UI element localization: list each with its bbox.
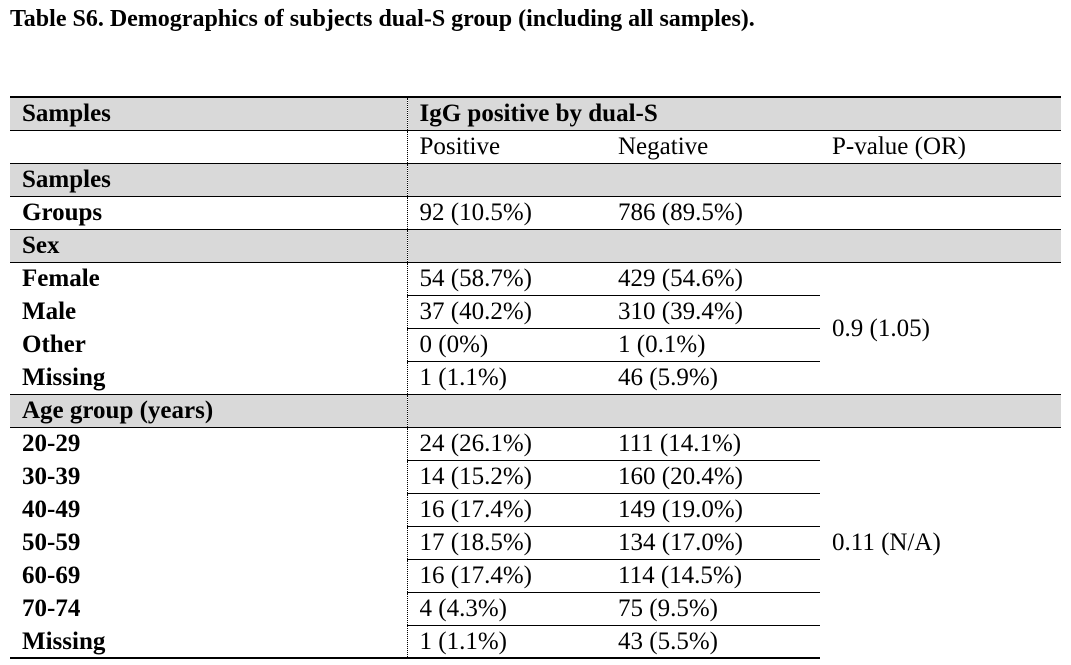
row-label: 20-29 — [10, 426, 408, 460]
row-label: Missing — [10, 625, 408, 659]
header-row-2: Positive Negative P-value (OR) — [10, 129, 1062, 163]
section-samples-title: Samples — [10, 162, 408, 196]
positive-cell: 17 (18.5%) — [407, 526, 606, 560]
positive-cell: 1 (1.1%) — [407, 625, 606, 659]
table-row: 70-74 4 (4.3%) 75 (9.5%) — [10, 592, 1061, 626]
negative-cell: 43 (5.5%) — [606, 625, 820, 659]
positive-cell: 37 (40.2%) — [407, 295, 606, 329]
table-row: 50-59 17 (18.5%) 134 (17.0%) — [10, 526, 1061, 560]
row-label: 70-74 — [10, 592, 408, 625]
section-samples: Samples — [10, 162, 1062, 196]
header-positive: Positive — [407, 129, 606, 163]
demographics-table: Samples IgG positive by dual-S Positive … — [10, 96, 1062, 659]
row-label: Missing — [10, 361, 408, 394]
positive-cell: 54 (58.7%) — [407, 261, 606, 296]
row-label: 60-69 — [10, 559, 408, 592]
table-row: 60-69 16 (17.4%) 114 (14.5%) — [10, 559, 1061, 593]
table-row: 20-29 24 (26.1%) 111 (14.1%) 0.11 (N/A) — [10, 426, 1062, 658]
table-row: 30-39 14 (15.2%) 160 (20.4%) — [10, 460, 1061, 494]
negative-cell: 75 (9.5%) — [606, 592, 820, 626]
section-sex: Sex — [10, 228, 1062, 262]
section-age-title: Age group (years) — [10, 393, 408, 427]
positive-cell: 4 (4.3%) — [407, 592, 606, 626]
positive-cell: 24 (26.1%) — [407, 426, 606, 461]
negative-cell: 160 (20.4%) — [606, 460, 820, 494]
table-row: Female 54 (58.7%) 429 (54.6%) 0.9 (1.05) — [10, 261, 1062, 394]
section-sex-title: Sex — [10, 228, 408, 262]
negative-cell: 429 (54.6%) — [606, 261, 820, 296]
table-row: Male 37 (40.2%) 310 (39.4%) — [10, 295, 1061, 329]
negative-cell: 46 (5.9%) — [618, 364, 718, 391]
header-samples: Samples — [10, 96, 408, 130]
negative-cell: 1 (0.1%) — [606, 328, 820, 362]
pvalue-cell — [820, 195, 1062, 229]
section-fill — [407, 393, 1062, 427]
row-label: 30-39 — [10, 460, 408, 493]
row-label: Female — [10, 261, 408, 295]
table-row: Other 0 (0%) 1 (0.1%) — [10, 328, 1061, 362]
row-label: Groups — [10, 195, 408, 229]
positive-cell: 1 (1.1%) — [419, 364, 507, 391]
header-negative: Negative — [606, 129, 820, 163]
header-igg-group: IgG positive by dual-S — [407, 96, 1062, 130]
table-row: Missing 1 (1.1%) 43 (5.5%) — [10, 625, 1061, 659]
table-row: 40-49 16 (17.4%) 149 (19.0%) — [10, 493, 1061, 527]
positive-cell: 14 (15.2%) — [407, 460, 606, 494]
positive-cell: 0 (0%) — [407, 328, 606, 362]
header-pvalue: P-value (OR) — [820, 129, 1062, 163]
age-pvalue-cell: 0.11 (N/A) — [820, 426, 1062, 658]
row-label: 40-49 — [10, 493, 408, 526]
row-label: Male — [10, 295, 408, 328]
table-row: Missing 1 (1.1%) 46 (5.9%) — [10, 361, 1061, 394]
section-fill — [407, 228, 1062, 262]
negative-cell: 310 (39.4%) — [606, 295, 820, 329]
section-age: Age group (years) — [10, 393, 1062, 427]
header-row-1: Samples IgG positive by dual-S — [10, 96, 1062, 130]
negative-cell: 111 (14.1%) — [606, 426, 820, 461]
groups-row: Groups 92 (10.5%) 786 (89.5%) — [10, 195, 1062, 229]
table-caption: Table S6. Demographics of subjects dual-… — [10, 6, 755, 32]
sex-pvalue-cell: 0.9 (1.05) — [820, 261, 1062, 394]
negative-cell: 786 (89.5%) — [606, 195, 820, 229]
positive-cell: 16 (17.4%) — [407, 493, 606, 527]
negative-cell: 134 (17.0%) — [606, 526, 820, 560]
positive-cell: 92 (10.5%) — [407, 195, 606, 229]
header-empty-cell — [10, 129, 408, 163]
section-fill — [407, 162, 1062, 196]
row-label: Other — [10, 328, 408, 361]
negative-cell: 114 (14.5%) — [606, 559, 820, 593]
negative-cell: 149 (19.0%) — [606, 493, 820, 527]
positive-cell: 16 (17.4%) — [407, 559, 606, 593]
row-label: 50-59 — [10, 526, 408, 559]
